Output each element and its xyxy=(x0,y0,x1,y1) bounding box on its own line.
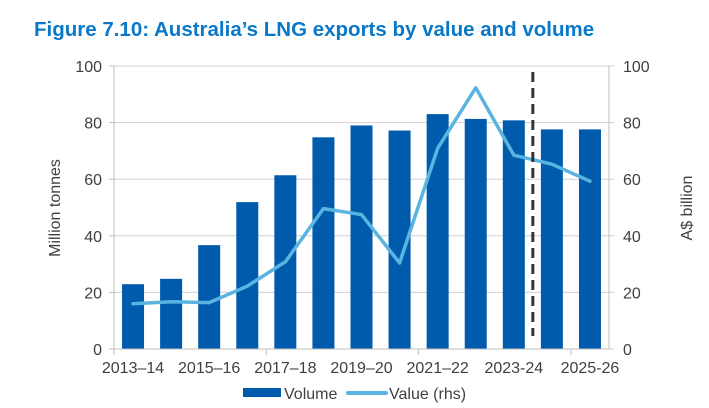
bar-volume xyxy=(502,120,525,349)
bar-volume xyxy=(426,114,449,349)
legend: Volume Value (rhs) xyxy=(243,386,466,403)
y2-tick-label: 100 xyxy=(623,59,650,76)
bar-volume xyxy=(160,278,183,349)
bar-volume xyxy=(464,118,487,350)
y2-tick-label: 20 xyxy=(623,285,641,302)
chart-title: Figure 7.10: Australia’s LNG exports by … xyxy=(34,18,595,41)
line-value xyxy=(131,86,592,306)
y-tick-label: 100 xyxy=(75,59,102,76)
bar-volume xyxy=(122,284,145,349)
x-tick-label: 2017–18 xyxy=(254,360,316,377)
y-tick-label: 0 xyxy=(93,342,102,359)
bar-volume xyxy=(236,202,259,349)
y-tick-label: 80 xyxy=(84,116,102,133)
y-tick-label: 20 xyxy=(84,285,102,302)
x-tick-label: 2015–16 xyxy=(178,360,240,377)
bar-volume xyxy=(388,130,411,349)
x-tick-label: 2021–22 xyxy=(407,360,469,377)
bar-volume xyxy=(198,245,221,349)
legend-label-volume: Volume xyxy=(284,386,337,403)
y2-tick-label: 0 xyxy=(623,342,632,359)
bar-volume xyxy=(312,137,335,349)
bar-volume xyxy=(578,129,601,349)
y2-tick-label: 60 xyxy=(623,172,641,189)
x-tick-label: 2013–14 xyxy=(102,360,164,377)
bar-volume xyxy=(540,129,563,349)
y-axis-label: Million tonnes xyxy=(47,159,64,257)
y-tick-label: 40 xyxy=(84,229,102,246)
y2-axis-label: A$ billion xyxy=(679,176,696,241)
x-tick-label: 2023-24 xyxy=(484,360,543,377)
legend-label-value: Value (rhs) xyxy=(389,386,466,403)
y-tick-label: 60 xyxy=(84,172,102,189)
x-tick-label: 2019–20 xyxy=(330,360,392,377)
y2-tick-label: 80 xyxy=(623,116,641,133)
legend-swatch-volume xyxy=(243,388,281,397)
x-tick-label: 2025-26 xyxy=(561,360,620,377)
bar-volume xyxy=(350,125,373,350)
y2-tick-label: 40 xyxy=(623,229,641,246)
